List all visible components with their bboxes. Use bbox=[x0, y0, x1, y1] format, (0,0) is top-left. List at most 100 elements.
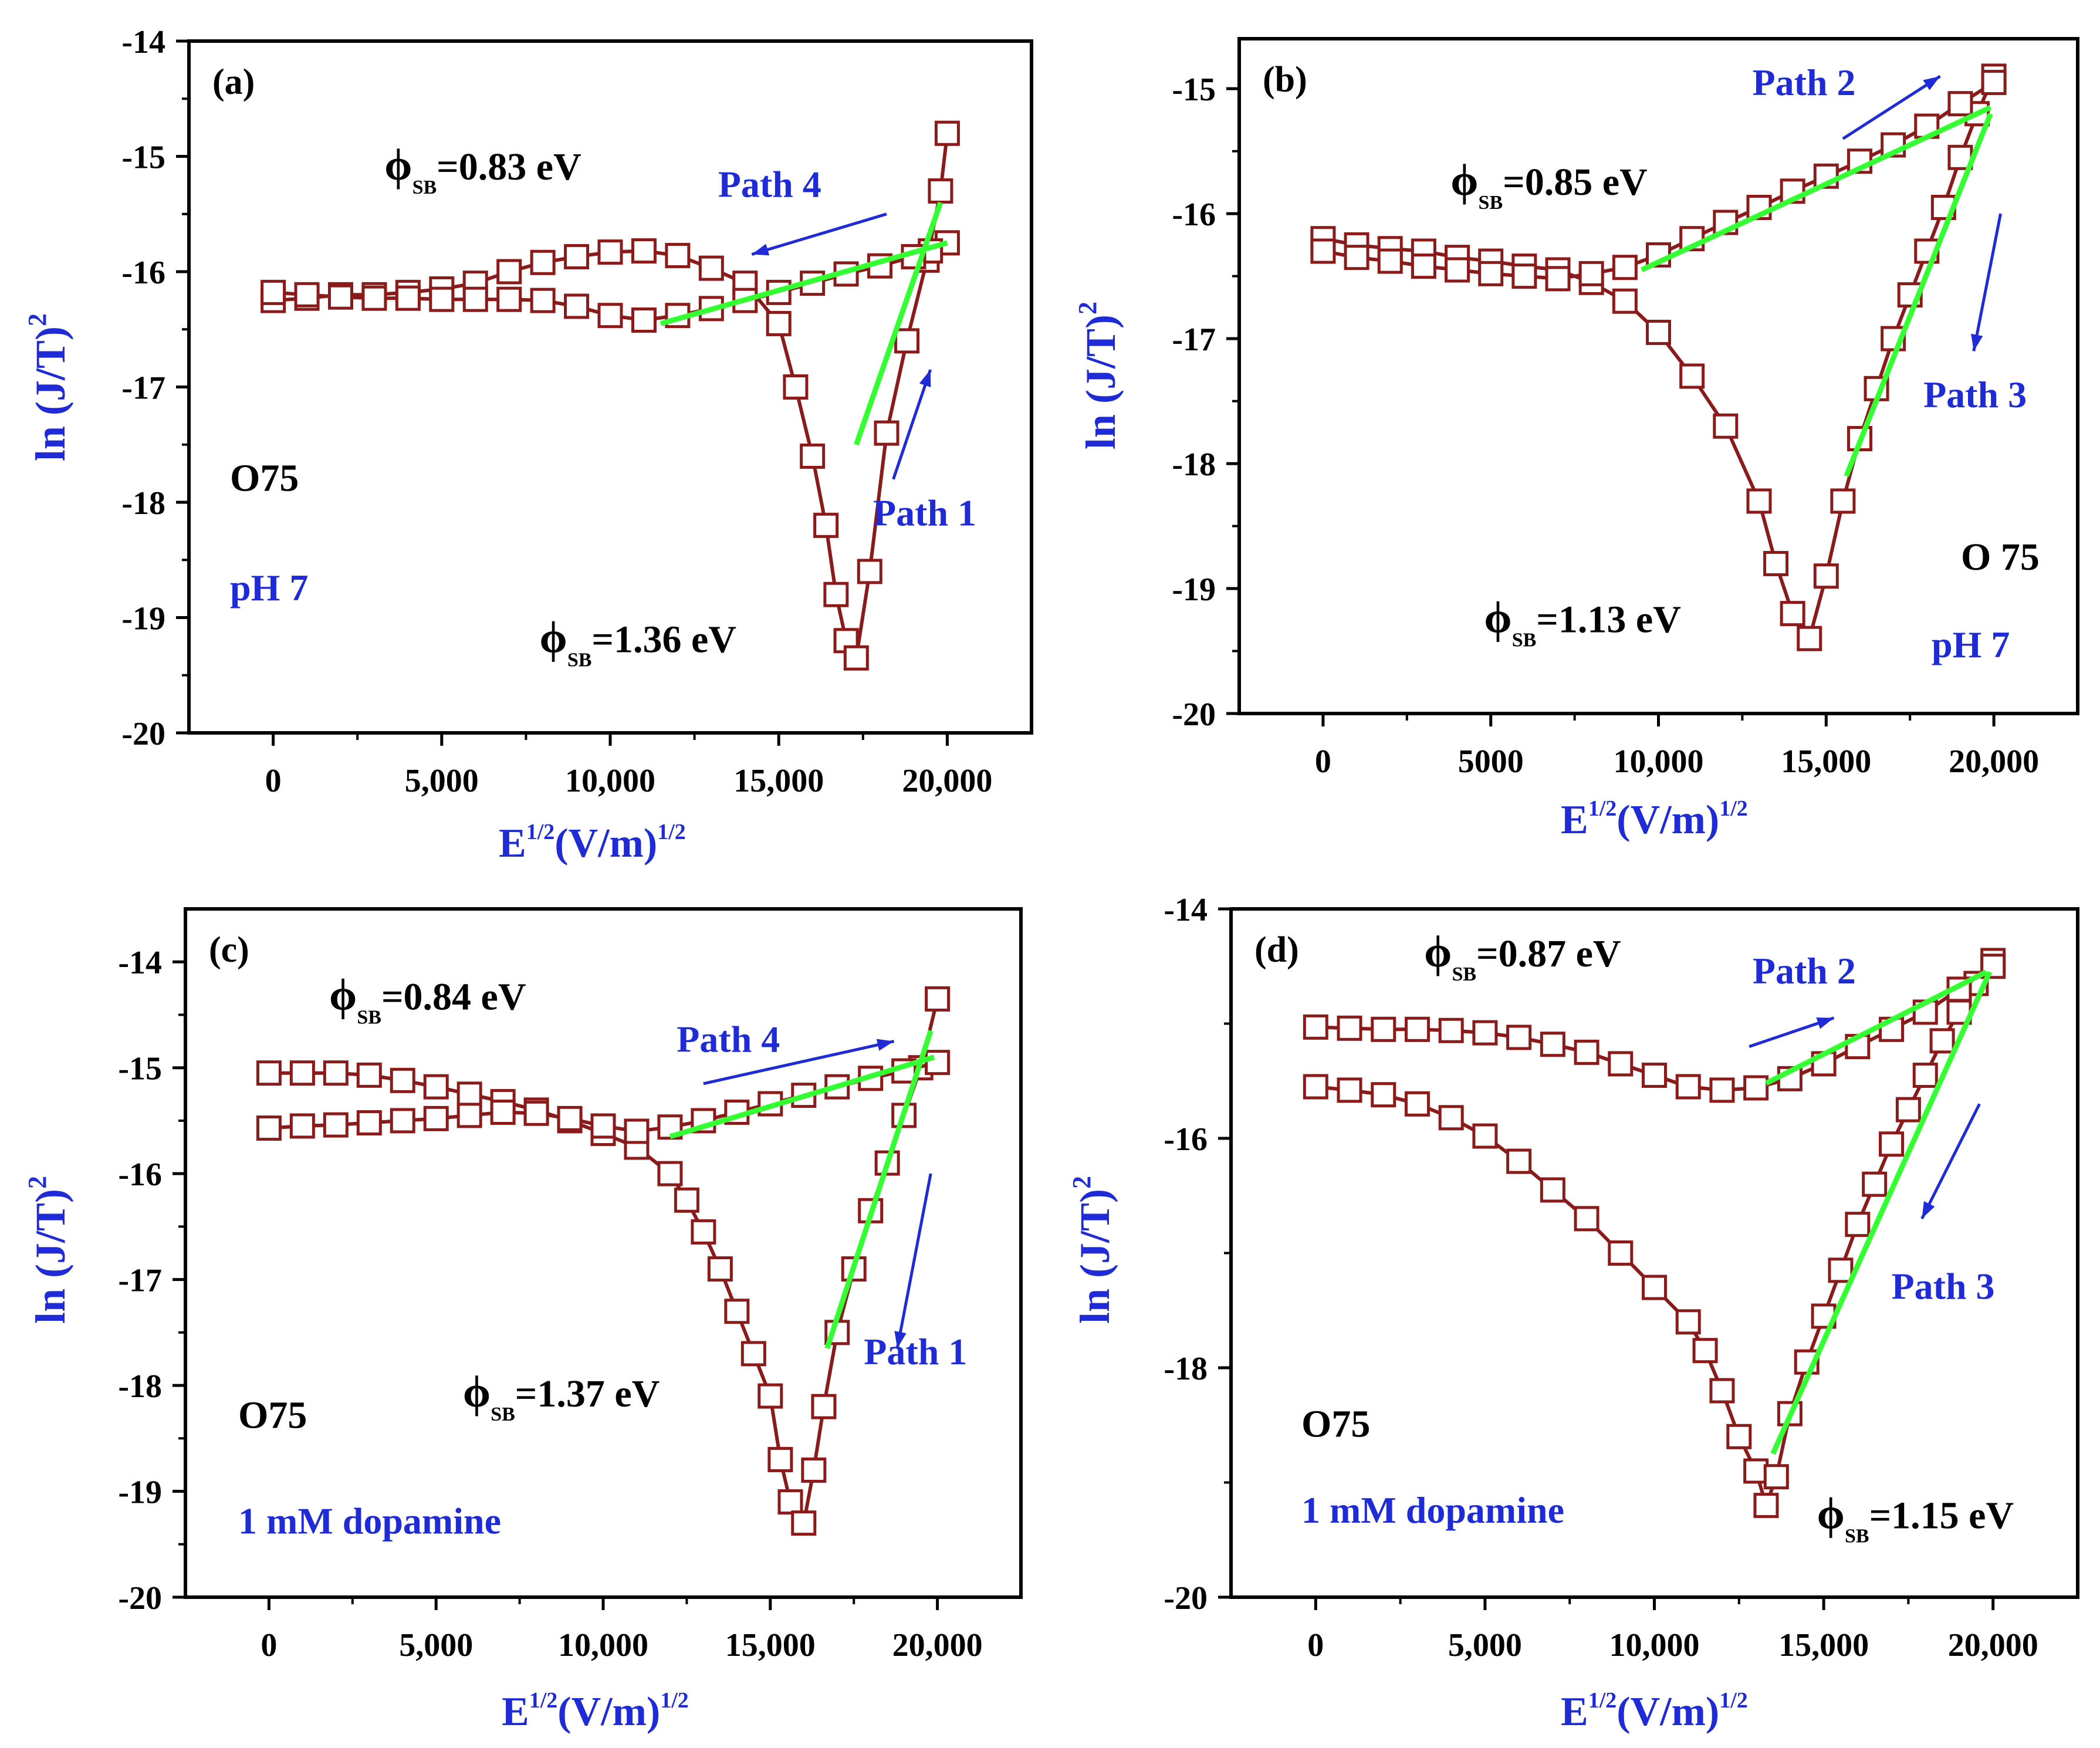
phi-subscript: SB bbox=[1512, 630, 1537, 651]
data-point bbox=[1912, 1062, 1938, 1088]
data-point bbox=[1438, 1105, 1464, 1131]
phi-subscript: SB bbox=[412, 177, 437, 198]
data-point bbox=[1578, 261, 1604, 286]
data-point bbox=[1895, 1097, 1921, 1122]
x-tick-label: 0 bbox=[261, 1627, 277, 1664]
path-arrow bbox=[1972, 213, 2002, 351]
data-point bbox=[1438, 1017, 1464, 1043]
y-tick-label: -15 bbox=[121, 140, 165, 176]
y-axis-label-text: ln (J/T) bbox=[27, 326, 74, 461]
data-point bbox=[496, 259, 522, 285]
data-point bbox=[1879, 1131, 1905, 1157]
y-tick-label: -18 bbox=[118, 1368, 162, 1405]
data-point bbox=[590, 1113, 616, 1139]
data-point bbox=[1675, 1074, 1701, 1100]
y-tick-label: -17 bbox=[1172, 322, 1216, 358]
phi-symbol: ϕ bbox=[1484, 593, 1511, 643]
chart-panel-b: 0 5000 10,000 15,000 20,000 -20 -19 -18 -17 -16 -1… bbox=[1073, 37, 2079, 843]
data-point bbox=[256, 1060, 282, 1086]
path-arrow bbox=[703, 1040, 895, 1086]
y-tick-label: -20 bbox=[121, 716, 165, 752]
x-axis-sup: 1/2 bbox=[657, 820, 686, 844]
data-point bbox=[1828, 1257, 1854, 1283]
x-axis-unit: (V/m) bbox=[1617, 1689, 1719, 1735]
path-label: Path 4 bbox=[677, 1019, 780, 1060]
x-axis-unit: (V/m) bbox=[554, 821, 657, 866]
data-point bbox=[925, 1050, 951, 1076]
x-axis-unit: (V/m) bbox=[557, 1689, 660, 1735]
data-point bbox=[674, 1187, 699, 1213]
data-point bbox=[1797, 626, 1822, 651]
data-point bbox=[1303, 1074, 1328, 1100]
barrier-annotation: ϕSB=1.37 eV bbox=[463, 1367, 660, 1425]
x-tick-label: 15,000 bbox=[725, 1627, 816, 1664]
x-axis-label: E1/2(V/m)1/2 bbox=[1561, 1688, 1748, 1735]
data-point bbox=[1780, 601, 1805, 627]
path-arrow bbox=[751, 212, 887, 256]
series-line-forward bbox=[1315, 959, 1995, 1512]
panel-label: (c) bbox=[209, 930, 249, 970]
data-point bbox=[783, 374, 809, 400]
barrier-value: =0.85 eV bbox=[1503, 161, 1648, 204]
data-point bbox=[496, 286, 522, 312]
data-point bbox=[777, 1489, 803, 1515]
data-point bbox=[1506, 1025, 1532, 1050]
data-point bbox=[1472, 1123, 1498, 1149]
data-point bbox=[874, 420, 899, 446]
x-tick-label: 15,000 bbox=[1781, 743, 1871, 780]
data-point bbox=[557, 1105, 583, 1131]
panel-label: (d) bbox=[1254, 930, 1299, 970]
data-point bbox=[1608, 1051, 1634, 1077]
phi-symbol: ϕ bbox=[384, 140, 412, 190]
fit-line bbox=[660, 240, 948, 326]
path-label: Path 2 bbox=[1753, 950, 1856, 992]
data-point bbox=[1445, 257, 1470, 283]
barrier-value: =1.15 eV bbox=[1869, 1495, 2014, 1537]
x-tick-label: 5,000 bbox=[399, 1627, 473, 1664]
x-axis-unit: (V/m) bbox=[1617, 797, 1719, 843]
data-point bbox=[597, 239, 623, 265]
data-point bbox=[1753, 1493, 1779, 1519]
y-tick-label: -15 bbox=[118, 1051, 162, 1087]
data-point bbox=[1545, 266, 1571, 292]
y-tick-label: -16 bbox=[1172, 197, 1216, 233]
data-point bbox=[1713, 413, 1739, 439]
data-point bbox=[490, 1099, 516, 1125]
panel-label: (a) bbox=[212, 62, 255, 102]
data-point bbox=[1506, 1148, 1532, 1174]
phi-symbol: ϕ bbox=[463, 1367, 491, 1416]
data-point bbox=[811, 1394, 837, 1419]
data-point bbox=[564, 293, 590, 319]
x-tick-label: 10,000 bbox=[1614, 743, 1704, 780]
data-point bbox=[423, 1074, 449, 1100]
chart-panel-a: 0 5,000 10,000 15,000 20,000 -20 -19 -18 -17 -16 -… bbox=[23, 24, 1033, 866]
data-point bbox=[361, 285, 387, 311]
x-tick-label: 0 bbox=[1307, 1627, 1324, 1664]
sample-label: O 75 bbox=[1961, 536, 2040, 579]
data-point bbox=[289, 1060, 315, 1086]
data-point bbox=[758, 1383, 783, 1409]
data-point bbox=[657, 1161, 683, 1186]
fit-line bbox=[1764, 969, 1988, 1086]
path-arrowhead bbox=[919, 370, 931, 388]
data-point bbox=[843, 645, 869, 671]
phi-symbol: ϕ bbox=[1450, 155, 1478, 205]
data-point bbox=[934, 120, 960, 146]
series-line-forward bbox=[273, 133, 949, 664]
phi-subscript: SB bbox=[1845, 1526, 1869, 1547]
data-point bbox=[1411, 253, 1436, 279]
path-arrowhead bbox=[876, 1039, 894, 1051]
x-axis-label-e: E bbox=[502, 1689, 529, 1735]
path-arrowhead bbox=[752, 244, 770, 256]
data-point bbox=[597, 303, 623, 329]
y-axis-label: ln (J/T)2 bbox=[23, 313, 74, 461]
path-label: Path 2 bbox=[1753, 62, 1856, 103]
fit-line bbox=[854, 201, 944, 446]
phi-symbol: ϕ bbox=[1424, 927, 1452, 976]
data-point bbox=[766, 310, 792, 336]
data-point bbox=[1845, 1212, 1871, 1238]
y-tick-label: -19 bbox=[118, 1475, 162, 1511]
data-point bbox=[327, 284, 353, 310]
sample-label: O75 bbox=[230, 457, 299, 499]
y-axis-label-text: ln (J/T) bbox=[1071, 1189, 1118, 1324]
